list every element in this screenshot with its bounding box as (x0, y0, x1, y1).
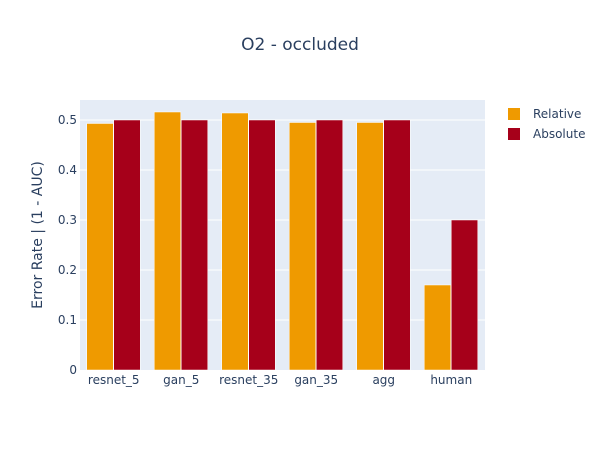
bar-absolute-resnet-5 (113, 119, 141, 371)
gridlines (80, 119, 485, 321)
bar-relative-gan-5 (154, 111, 181, 371)
x-tick-label: human (430, 373, 472, 387)
y-tick-label: 0.1 (58, 313, 77, 327)
bar-relative-gan-35 (289, 122, 316, 371)
legend-swatch-absolute (508, 128, 520, 140)
legend-swatch-relative (508, 108, 520, 120)
bar-relative-agg (356, 122, 384, 371)
y-tick-label: 0.5 (58, 113, 77, 127)
y-tick-label: 0 (69, 363, 77, 377)
chart-title: O2 - occluded (241, 35, 359, 55)
x-tick-label: resnet_35 (219, 373, 278, 387)
legend-label-relative: Relative (533, 107, 581, 121)
bar-absolute-agg (383, 119, 411, 371)
x-tick-label: agg (372, 373, 395, 387)
bar-absolute-gan-35 (316, 119, 343, 371)
legend: Relative Absolute (508, 107, 585, 141)
y-tick-label: 0.4 (58, 163, 77, 177)
x-tick-labels: resnet_5 gan_5 resnet_35 gan_35 agg human (88, 373, 472, 387)
bar-relative-human (424, 284, 451, 371)
x-tick-label: resnet_5 (88, 373, 140, 387)
y-axis-label: Error Rate | (1 - AUC) (30, 161, 46, 309)
bar-relative-resnet-35 (221, 112, 249, 371)
x-tick-label: gan_35 (294, 373, 338, 387)
y-tick-labels: 0 0.1 0.2 0.3 0.4 0.5 (58, 113, 77, 377)
plot-area (80, 100, 485, 370)
legend-label-absolute: Absolute (533, 127, 585, 141)
x-tick-label: gan_5 (163, 373, 199, 387)
y-tick-label: 0.3 (58, 213, 77, 227)
bar-absolute-gan-5 (181, 119, 208, 371)
y-tick-label: 0.2 (58, 263, 77, 277)
bar-absolute-human (451, 219, 478, 371)
bar-relative-resnet-5 (86, 123, 114, 371)
bar-absolute-resnet-35 (248, 119, 276, 371)
bars (86, 111, 478, 371)
